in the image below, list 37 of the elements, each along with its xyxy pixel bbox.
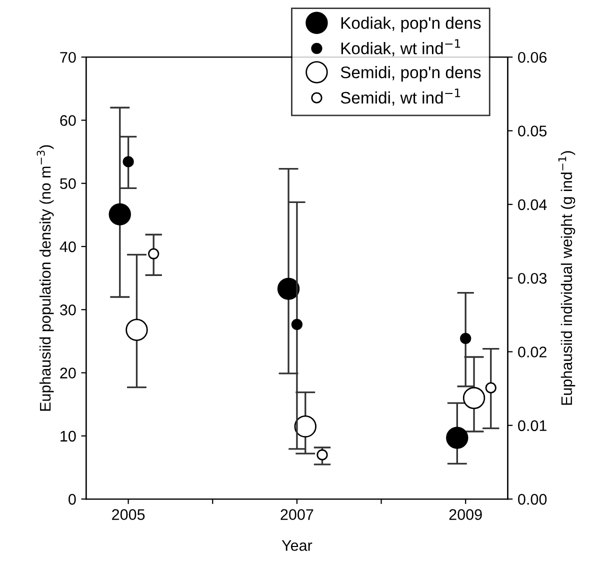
y2-tick-label: 0.03 (518, 272, 547, 284)
x-tick-label: 2007 (280, 509, 314, 520)
x-tick-label: 2009 (449, 509, 482, 520)
y2-tick-label: 0.04 (518, 199, 547, 210)
y-tick-label: 70 (60, 52, 76, 63)
y-tick-label: 30 (60, 304, 76, 316)
point (277, 278, 300, 300)
legend-label: Semidi, wt ind$^{−1}$ (340, 88, 460, 106)
point (316, 449, 328, 460)
y-tick-label: 0 (68, 494, 76, 505)
y2-tick-label: 0.02 (518, 346, 546, 358)
point (460, 332, 472, 344)
point (294, 415, 316, 438)
point (485, 382, 496, 394)
legend-label: Kodiak, wt ind$^{−1}$ (341, 39, 460, 56)
point (462, 386, 486, 410)
y-tick-label: 20 (60, 368, 76, 378)
point (108, 203, 131, 226)
legend-label: Kodiak, pop'n dens (341, 16, 481, 32)
point (446, 426, 468, 449)
y-tick-label: 40 (60, 241, 76, 252)
y2-axis-title: Euphausiid individual weight (g ind$^{−1}$) (558, 151, 576, 405)
y2-tick-label: 0.00 (518, 494, 547, 505)
y2-tick-label: 0.01 (518, 420, 546, 432)
y-tick-label: 10 (60, 430, 76, 442)
point (122, 156, 134, 168)
x-tick-label: 2005 (112, 509, 145, 520)
y2-tick-label: 0.06 (518, 52, 547, 63)
point (126, 318, 148, 341)
y-tick-label: 60 (60, 115, 76, 126)
point (148, 248, 160, 260)
y2-tick-label: 0.05 (518, 126, 547, 136)
y-tick-label: 50 (60, 178, 76, 190)
x-axis-title: Year (282, 540, 312, 551)
y-axis-title: Euphausiid population density (no m$^{−3}$) (36, 145, 54, 411)
legend-label: Semidi, pop'n dens (340, 66, 481, 82)
point (291, 318, 302, 330)
